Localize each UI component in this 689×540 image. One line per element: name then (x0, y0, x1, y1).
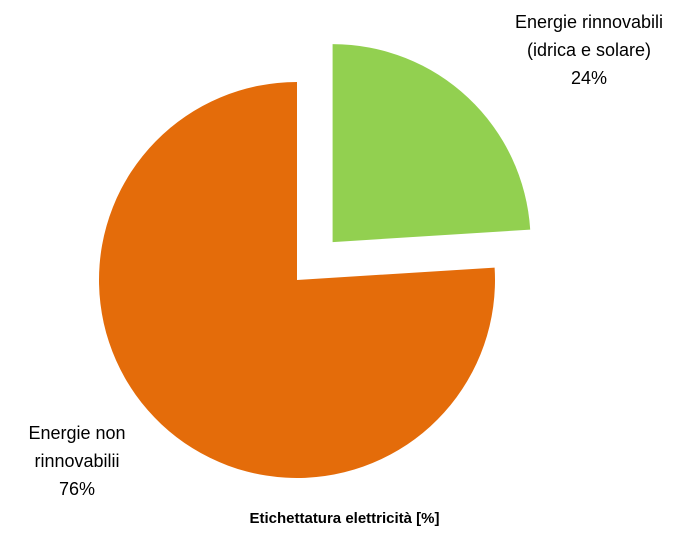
chart-title: Etichettatura elettricità [%] (249, 510, 440, 527)
pie-slice (98, 82, 495, 478)
pie-slice (332, 44, 531, 243)
slice-value-label: 24% (570, 68, 608, 88)
slice-value-label: 76% (58, 479, 96, 499)
slice-label: Energie rinnovabili (idrica e solare) (514, 12, 664, 60)
slice-label: Energie non rinnovabilii (28, 423, 126, 471)
